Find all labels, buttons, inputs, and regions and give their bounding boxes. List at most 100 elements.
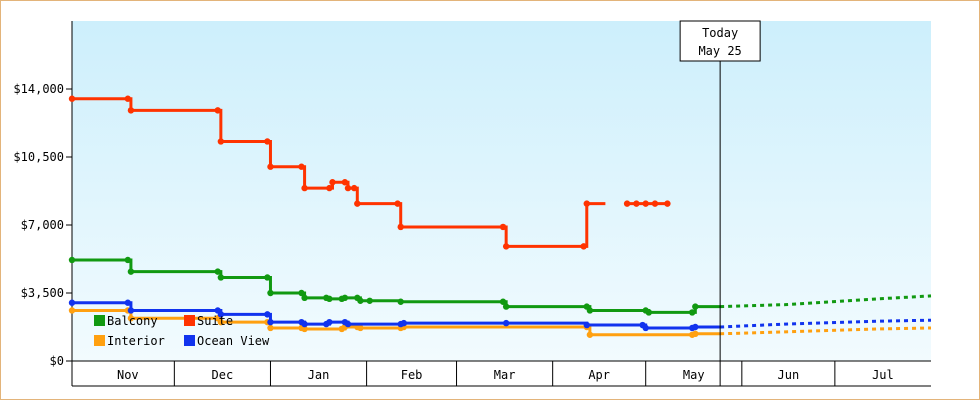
ocean-view-point: [344, 320, 352, 328]
suite-point: [341, 179, 349, 186]
balcony-point: [499, 298, 507, 305]
interior-point: [217, 318, 225, 326]
series-balcony: [68, 256, 932, 316]
balcony-point: [124, 256, 132, 264]
interior-point: [301, 325, 308, 333]
suite-point: [350, 184, 358, 192]
legend-label-balcony: Balcony: [107, 314, 158, 328]
month-label-feb: Feb: [401, 368, 423, 382]
y-tick-label: $3,500: [21, 286, 64, 300]
ocean-view-point: [583, 321, 590, 329]
month-label-mar: Mar: [494, 368, 516, 382]
suite-point: [354, 200, 361, 207]
balcony-point: [397, 298, 404, 305]
suite-point: [68, 95, 76, 102]
ocean-view-point: [301, 320, 308, 328]
balcony-point: [214, 268, 221, 275]
balcony-point: [264, 274, 271, 281]
series-forecast-interior: [720, 326, 932, 336]
ocean-view-point: [68, 299, 76, 306]
suite-point: [394, 200, 401, 207]
interior-point: [357, 324, 364, 332]
suite-point: [264, 138, 271, 145]
ocean-view-point: [400, 319, 408, 327]
suite-point: [583, 200, 590, 207]
balcony-point: [267, 289, 274, 297]
y-tick-label: $0: [50, 354, 64, 368]
suite-point: [502, 243, 510, 250]
series-forecast-ocean-view: [720, 318, 932, 329]
suite-point: [214, 107, 221, 114]
ocean-view-point: [326, 318, 333, 326]
balcony-point: [217, 274, 225, 281]
month-label-dec: Dec: [212, 368, 234, 382]
suite-point: [301, 184, 308, 192]
ocean-view-point: [127, 307, 135, 314]
suite-point: [633, 200, 640, 207]
today-box: [679, 20, 761, 62]
series-layer: [68, 95, 932, 338]
interior-point: [267, 324, 274, 332]
series-ocean-view: [68, 299, 932, 332]
interior-point: [68, 307, 76, 314]
month-label-jul: Jul: [872, 368, 894, 382]
balcony-point: [692, 303, 699, 310]
ocean-view-point: [124, 299, 132, 306]
interior-point: [692, 330, 699, 337]
balcony-point: [326, 295, 333, 303]
suite-point: [329, 179, 336, 186]
legend-swatch-suite: [184, 315, 195, 326]
series-forecast-balcony: [720, 294, 932, 309]
today-date: May 25: [698, 44, 741, 58]
interior-point: [586, 331, 594, 338]
legend-swatch-interior: [94, 335, 105, 346]
month-label-apr: Apr: [588, 368, 610, 382]
today-marker: Today May 25: [679, 20, 761, 386]
ocean-view-point: [642, 324, 649, 332]
legend: Balcony Suite Interior Ocean View: [94, 314, 270, 348]
balcony-point: [301, 294, 308, 302]
suite-point: [127, 107, 135, 114]
legend-label-interior: Interior: [107, 334, 165, 348]
balcony-point: [68, 256, 76, 264]
suite-point: [664, 200, 671, 207]
ocean-view-point: [502, 319, 510, 327]
suite-point: [623, 200, 631, 207]
suite-point: [326, 184, 333, 192]
y-tick-label: $10,500: [13, 150, 64, 164]
balcony-point: [645, 309, 653, 316]
balcony-point: [366, 297, 373, 304]
y-tick-label: $14,000: [13, 82, 64, 96]
suite-point: [124, 95, 132, 102]
legend-label-ocean-view: Ocean View: [197, 334, 270, 348]
suite-point: [267, 163, 274, 170]
axes: $0 $3,500 $7,000 $10,500 $14,000 Nov Dec Jan Feb…: [13, 21, 931, 387]
suite-point: [651, 200, 659, 207]
suite-point: [344, 184, 352, 192]
balcony-point: [127, 268, 135, 275]
ocean-view-point: [217, 311, 225, 318]
legend-swatch-balcony: [94, 315, 105, 326]
ocean-view-point: [692, 323, 699, 331]
month-label-jun: Jun: [778, 368, 800, 382]
ocean-view-point: [264, 311, 271, 318]
balcony-point: [357, 297, 364, 304]
series-suite: [68, 95, 671, 250]
month-label-jan: Jan: [308, 368, 330, 382]
balcony-point: [298, 289, 305, 297]
suite-point: [217, 138, 225, 145]
today-label: Today: [702, 26, 738, 40]
suite-point: [298, 163, 305, 170]
balcony-point: [689, 309, 696, 316]
legend-label-suite: Suite: [197, 314, 233, 328]
legend-swatch-ocean-view: [184, 335, 195, 346]
month-label-may: May: [683, 368, 705, 382]
interior-point: [127, 315, 135, 322]
balcony-point: [502, 303, 510, 310]
balcony-point: [341, 294, 349, 302]
suite-point: [397, 223, 404, 231]
suite-point: [580, 243, 587, 250]
balcony-point: [586, 307, 594, 314]
